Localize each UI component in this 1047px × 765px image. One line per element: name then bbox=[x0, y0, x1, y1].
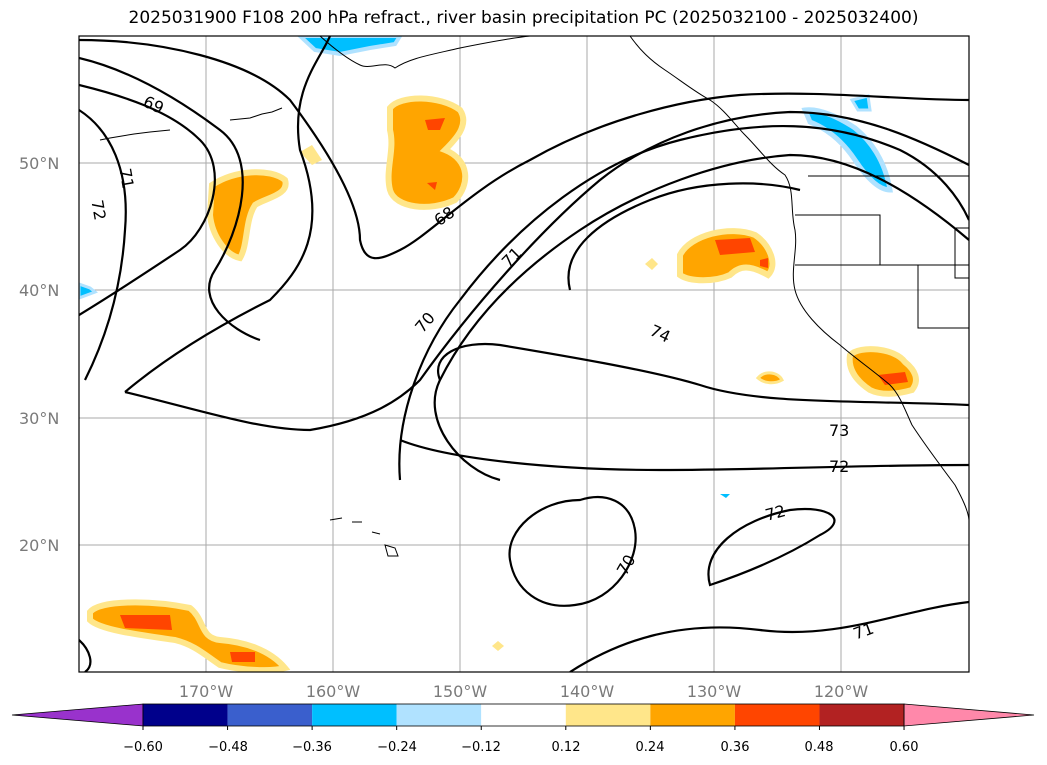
colorbar-segment bbox=[819, 704, 905, 726]
contour-label: 72 bbox=[829, 457, 849, 476]
lon-label-130w: 130°W bbox=[687, 682, 742, 701]
map-background bbox=[79, 36, 969, 672]
colorbar-tick-label: −0.24 bbox=[377, 740, 417, 755]
colorbar-frame bbox=[142, 703, 905, 727]
lon-label-170w: 170°W bbox=[179, 682, 234, 701]
lon-label-120w: 120°W bbox=[814, 682, 869, 701]
latitude-labels: 50°N 40°N 30°N 20°N bbox=[19, 154, 59, 555]
colorbar bbox=[11, 703, 1035, 730]
colorbar-segment bbox=[650, 704, 735, 726]
colorbar-tick-label: −0.12 bbox=[461, 740, 501, 755]
colorbar-tick-label: −0.48 bbox=[208, 740, 248, 755]
colorbar-segment bbox=[481, 704, 566, 726]
contour-label: 72 bbox=[87, 198, 109, 221]
map-title: 2025031900 F108 200 hPa refract., river … bbox=[128, 8, 919, 28]
colorbar-tick-label: 0.36 bbox=[721, 740, 750, 755]
colorbar-segment bbox=[396, 704, 482, 726]
colorbar-segment bbox=[734, 704, 820, 726]
colorbar-extend-right bbox=[903, 703, 1035, 727]
colorbar-tick-label: −0.60 bbox=[123, 740, 163, 755]
colorbar-extend-left bbox=[11, 703, 144, 727]
colorbar-segment bbox=[227, 704, 313, 726]
map-frame bbox=[78, 35, 970, 673]
lat-label-20n: 20°N bbox=[19, 536, 59, 555]
contour-label: 72 bbox=[763, 501, 788, 525]
colorbar-tick-label: 0.12 bbox=[552, 740, 581, 755]
contour-label: 73 bbox=[829, 421, 849, 440]
lat-label-30n: 30°N bbox=[19, 409, 59, 428]
colorbar-tick-label: 0.60 bbox=[890, 740, 919, 755]
lon-label-140w: 140°W bbox=[560, 682, 615, 701]
colorbar-segment bbox=[312, 704, 397, 726]
longitude-labels: 170°W 160°W 150°W 140°W 130°W 120°W bbox=[179, 682, 869, 701]
contour-label: 71 bbox=[115, 167, 137, 190]
colorbar-tick-label: 0.48 bbox=[805, 740, 834, 755]
colorbar-tick-labels: −0.60 −0.48 −0.36 −0.24 −0.12 0.12 0.24 … bbox=[123, 740, 918, 755]
colorbar-segment bbox=[565, 704, 651, 726]
lon-label-160w: 160°W bbox=[306, 682, 361, 701]
colorbar-tick-label: −0.36 bbox=[292, 740, 332, 755]
lon-label-150w: 150°W bbox=[433, 682, 488, 701]
colorbar-segment bbox=[143, 704, 228, 726]
colorbar-tick-label: 0.24 bbox=[636, 740, 665, 755]
refractivity-contours bbox=[79, 36, 969, 672]
lat-label-40n: 40°N bbox=[19, 281, 59, 300]
lat-label-50n: 50°N bbox=[19, 154, 59, 173]
